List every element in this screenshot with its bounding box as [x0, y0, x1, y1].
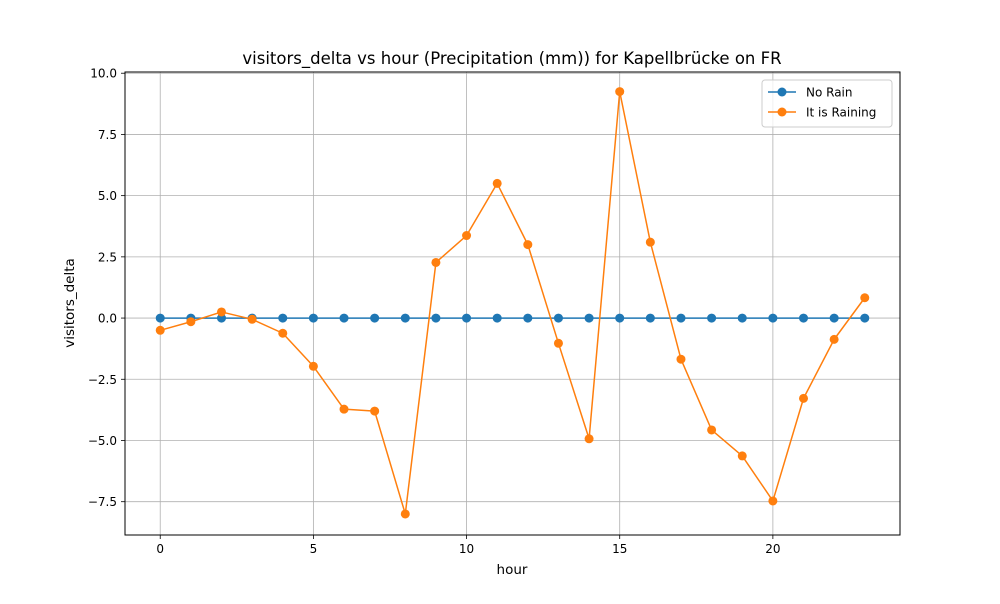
data-point [431, 313, 441, 323]
x-axis-label: hour [497, 562, 528, 578]
data-point [584, 313, 594, 323]
data-point [492, 313, 502, 323]
data-point [615, 313, 625, 323]
data-point [462, 231, 472, 241]
data-point [553, 338, 563, 348]
data-point [339, 404, 349, 414]
data-point [400, 313, 410, 323]
data-point [645, 237, 655, 247]
data-point [553, 313, 563, 323]
x-tick-label: 15 [612, 542, 627, 556]
x-tick-label: 10 [459, 542, 474, 556]
legend-label: No Rain [806, 86, 853, 100]
legend: No Rain It is Raining [761, 79, 893, 128]
data-point [216, 307, 226, 317]
data-point [431, 257, 441, 267]
data-point [829, 334, 839, 344]
y-tick-label: 2.5 [98, 250, 117, 264]
chart-title: visitors_delta vs hour (Precipitation (m… [242, 49, 781, 69]
data-point [707, 425, 717, 435]
data-point [155, 325, 165, 335]
data-point [584, 434, 594, 444]
y-tick-label: 0.0 [98, 312, 117, 326]
data-point [860, 293, 870, 303]
plot-area-frame [124, 71, 901, 536]
legend-marker [777, 107, 787, 117]
y-tick-label: −2.5 [88, 373, 117, 387]
data-point [860, 313, 870, 323]
y-tick-label: −5.0 [88, 434, 117, 448]
data-point [278, 313, 288, 323]
y-tick-label: 7.5 [98, 128, 117, 142]
data-point [768, 313, 778, 323]
data-point [799, 393, 809, 403]
data-point [400, 509, 410, 519]
data-point [737, 313, 747, 323]
x-tick-label: 5 [310, 542, 318, 556]
x-tick-label: 20 [765, 542, 780, 556]
series-group [155, 87, 870, 519]
data-point [799, 313, 809, 323]
data-point [308, 361, 318, 371]
data-point [278, 328, 288, 338]
y-axis-label: visitors_delta [62, 258, 78, 348]
x-tick-label: 0 [156, 542, 164, 556]
y-tick-label: 5.0 [98, 189, 117, 203]
data-point [339, 313, 349, 323]
data-point [645, 313, 655, 323]
data-point [676, 313, 686, 323]
data-point [737, 451, 747, 461]
series-line [160, 90, 866, 515]
data-point [768, 496, 778, 506]
series-1 [155, 87, 870, 519]
data-point [707, 313, 717, 323]
axis-ticks: 0 5 10 15 20 −7.5 −5.0 −2.5 0.0 2.5 5.0 7.5 10.0 [88, 67, 781, 556]
data-point [829, 313, 839, 323]
data-point [186, 317, 196, 327]
data-point [308, 313, 318, 323]
data-point [370, 406, 380, 416]
data-point [370, 313, 380, 323]
legend-marker [777, 87, 787, 97]
data-point [155, 313, 165, 323]
legend-label: It is Raining [806, 106, 876, 120]
data-point [523, 313, 533, 323]
data-point [523, 240, 533, 250]
data-point [247, 314, 257, 324]
data-point [492, 178, 502, 188]
y-tick-label: 10.0 [90, 67, 117, 81]
y-tick-label: −7.5 [88, 495, 117, 509]
data-point [676, 354, 686, 364]
data-point [462, 313, 472, 323]
data-point [615, 87, 625, 97]
